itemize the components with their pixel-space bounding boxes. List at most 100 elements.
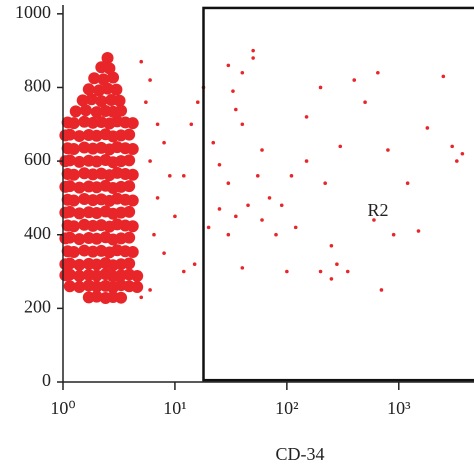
point xyxy=(73,181,86,194)
point xyxy=(416,229,421,233)
point xyxy=(63,180,76,193)
point xyxy=(304,159,309,163)
point xyxy=(217,162,222,167)
point xyxy=(363,100,367,104)
point xyxy=(115,104,128,117)
point xyxy=(192,262,197,266)
point xyxy=(152,232,156,237)
point xyxy=(234,214,238,219)
point xyxy=(240,122,245,127)
point xyxy=(63,128,76,141)
point xyxy=(318,85,323,90)
point xyxy=(148,288,152,292)
point xyxy=(90,207,103,220)
y-tick-label: 200 xyxy=(24,296,51,316)
point xyxy=(90,280,103,293)
point xyxy=(113,94,126,107)
point xyxy=(123,205,136,218)
point xyxy=(323,181,327,185)
point xyxy=(289,174,294,178)
point xyxy=(293,225,298,230)
point xyxy=(181,174,186,178)
point xyxy=(126,117,139,130)
point xyxy=(90,232,103,245)
y-tick-label: 1000 xyxy=(15,2,51,22)
point xyxy=(181,269,186,274)
x-axis-label: CD-34 xyxy=(276,444,325,464)
point xyxy=(101,82,114,95)
y-tick-label: 400 xyxy=(24,223,51,243)
point xyxy=(123,257,136,270)
point xyxy=(63,231,76,244)
point xyxy=(162,251,166,255)
point xyxy=(455,159,459,163)
point xyxy=(67,194,80,207)
point xyxy=(195,100,200,104)
point xyxy=(101,52,114,65)
point xyxy=(67,117,80,130)
point xyxy=(67,220,80,233)
point xyxy=(85,93,98,106)
point xyxy=(405,181,410,185)
point xyxy=(450,144,454,149)
point xyxy=(234,107,238,112)
point xyxy=(103,62,116,75)
point xyxy=(73,281,86,294)
point xyxy=(240,70,245,75)
point xyxy=(126,168,139,181)
point xyxy=(168,174,172,178)
gate-label: R2 xyxy=(367,200,388,220)
point xyxy=(90,290,103,303)
point xyxy=(63,205,76,218)
point xyxy=(226,63,231,68)
y-tick-label: 800 xyxy=(24,76,51,96)
x-tick-label: 10⁰ xyxy=(50,398,75,418)
point xyxy=(335,262,339,266)
point xyxy=(155,196,160,200)
point xyxy=(126,246,139,259)
point xyxy=(260,148,264,152)
point xyxy=(329,243,334,248)
point xyxy=(107,71,120,84)
point xyxy=(260,218,264,222)
point xyxy=(304,115,309,119)
point xyxy=(376,70,380,75)
point xyxy=(379,288,384,292)
point xyxy=(69,105,82,118)
point xyxy=(139,59,144,64)
point xyxy=(63,268,76,281)
point xyxy=(338,144,343,149)
point xyxy=(131,269,144,282)
point xyxy=(255,174,260,178)
point xyxy=(425,126,430,130)
point xyxy=(126,220,139,233)
point xyxy=(173,214,177,219)
point xyxy=(90,269,103,282)
point xyxy=(95,95,108,108)
point xyxy=(329,277,334,281)
point xyxy=(246,203,250,208)
point xyxy=(131,281,144,294)
point xyxy=(274,232,278,237)
point xyxy=(189,122,194,127)
point xyxy=(90,155,103,168)
point xyxy=(267,196,272,200)
point xyxy=(73,155,86,168)
point xyxy=(82,83,95,96)
point xyxy=(386,148,390,152)
point xyxy=(144,100,148,104)
point xyxy=(211,140,216,145)
point xyxy=(285,269,289,274)
point xyxy=(155,122,160,127)
point xyxy=(73,207,86,220)
point xyxy=(73,130,86,143)
point xyxy=(251,48,255,53)
point xyxy=(67,246,80,259)
point xyxy=(352,78,357,82)
point xyxy=(226,181,231,185)
point xyxy=(97,73,110,86)
point xyxy=(217,207,222,211)
point xyxy=(67,142,80,155)
